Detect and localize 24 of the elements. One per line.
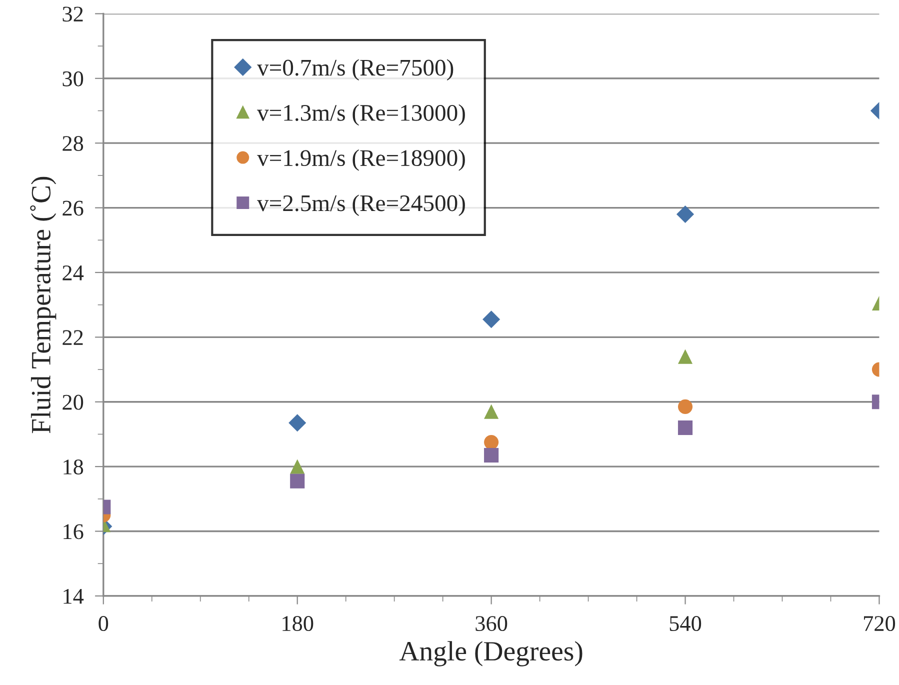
y-tick-label: 30 <box>62 71 84 86</box>
point <box>482 310 500 328</box>
point <box>484 404 499 419</box>
y-axis-title: Fluid Temperature (˚C) <box>30 176 56 434</box>
x-tick-label: 180 <box>282 616 314 632</box>
x-tick-label: 540 <box>670 616 702 632</box>
y-tick-label: 26 <box>62 200 84 216</box>
x-tick-label: 0 <box>98 616 108 632</box>
x-tick-label: 360 <box>476 616 508 632</box>
legend-label: v=1.3m/s (Re=13000) <box>257 104 465 126</box>
y-tick-label: 32 <box>62 6 83 22</box>
legend-label: v=1.9m/s (Re=18900) <box>257 149 465 171</box>
y-tick-label: 14 <box>64 588 84 604</box>
y-tick-label: 20 <box>62 394 84 410</box>
y-tick-label: 16 <box>64 524 84 540</box>
x-tick-label: 720 <box>864 616 896 632</box>
legend-label: v=2.5m/s (Re=24500) <box>257 194 465 216</box>
point <box>484 448 499 463</box>
y-tick-label: 18 <box>64 459 84 474</box>
y-tick-label: 24 <box>62 265 84 280</box>
y-tick-label: 28 <box>62 136 84 152</box>
legend-label: v=0.7m/s (Re=7500) <box>257 59 454 81</box>
y-tick-label: 22 <box>62 330 83 345</box>
x-axis-title: Angle (Degrees) <box>399 641 582 666</box>
